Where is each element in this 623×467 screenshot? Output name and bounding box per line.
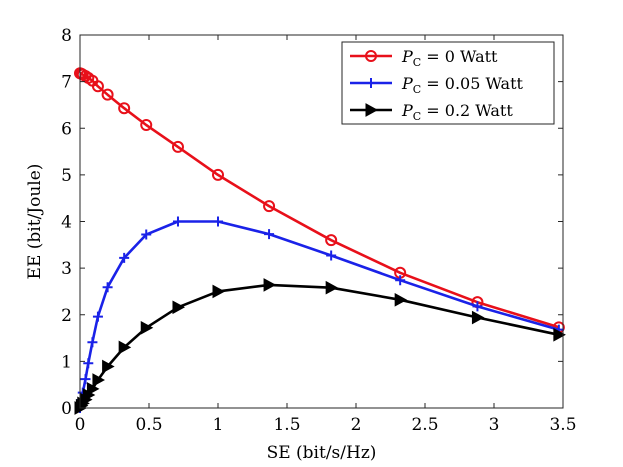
data-point bbox=[395, 275, 406, 286]
legend-subscript: C bbox=[413, 110, 421, 123]
series-2 bbox=[74, 278, 566, 415]
x-tick-label: 0 bbox=[75, 415, 86, 435]
legend-label: PC = 0.2 Watt bbox=[401, 101, 513, 123]
y-tick-label: 7 bbox=[61, 73, 72, 93]
x-axis-label: SE (bit/s/Hz) bbox=[267, 443, 377, 463]
data-point bbox=[326, 250, 337, 261]
legend-label: PC = 0 Watt bbox=[401, 47, 498, 69]
data-point bbox=[101, 88, 114, 101]
y-tick-label: 6 bbox=[61, 119, 72, 139]
marks-layer bbox=[74, 67, 566, 415]
data-point bbox=[394, 292, 408, 307]
data-point bbox=[325, 234, 338, 247]
y-tick-label: 8 bbox=[61, 26, 72, 46]
data-point bbox=[553, 327, 566, 342]
data-point bbox=[263, 278, 277, 292]
data-point bbox=[172, 216, 183, 227]
y-axis-label: EE (bit/Joule) bbox=[25, 164, 45, 280]
legend-entry: PC = 0.2 Watt bbox=[350, 101, 513, 123]
legend-subscript: C bbox=[413, 83, 421, 96]
y-tick-label: 2 bbox=[61, 306, 72, 326]
x-tick-label: 3 bbox=[489, 415, 500, 435]
y-tick-label: 1 bbox=[61, 352, 72, 372]
data-point bbox=[92, 311, 103, 322]
data-point bbox=[102, 282, 113, 293]
data-point bbox=[212, 284, 226, 299]
y-tick-label: 5 bbox=[61, 166, 72, 186]
data-point bbox=[118, 102, 131, 115]
data-point bbox=[325, 280, 339, 295]
legend-rest: = 0.2 Watt bbox=[421, 101, 513, 120]
legend-subscript: C bbox=[413, 56, 421, 69]
data-point bbox=[118, 340, 132, 355]
x-tick-label: 1.5 bbox=[273, 415, 300, 435]
x-tick-label: 0.5 bbox=[135, 415, 162, 435]
legend-symbol: P bbox=[401, 47, 413, 66]
data-point bbox=[92, 373, 105, 387]
data-point bbox=[87, 337, 98, 348]
data-point bbox=[172, 300, 186, 315]
data-point bbox=[80, 374, 91, 385]
legend-swatch-marker bbox=[365, 103, 379, 117]
legend-rest: = 0 Watt bbox=[421, 47, 498, 66]
data-point bbox=[140, 320, 154, 335]
legend-swatch-marker bbox=[366, 78, 376, 88]
data-point bbox=[91, 80, 104, 93]
data-point bbox=[171, 140, 184, 153]
data-point bbox=[83, 358, 94, 369]
legend-symbol: P bbox=[401, 74, 413, 93]
data-point bbox=[472, 301, 483, 312]
data-point bbox=[263, 200, 276, 213]
legend-label: PC = 0.05 Watt bbox=[401, 74, 524, 96]
legend-entry: PC = 0.05 Watt bbox=[350, 74, 524, 96]
data-point bbox=[140, 118, 153, 131]
y-tick-label: 4 bbox=[61, 213, 72, 233]
data-point bbox=[213, 216, 223, 227]
y-tick-label: 3 bbox=[61, 259, 72, 279]
data-point bbox=[212, 168, 224, 181]
legend-swatch-marker bbox=[365, 50, 377, 62]
data-point bbox=[141, 229, 152, 240]
legend-symbol: P bbox=[401, 101, 413, 120]
ticks-layer: 0 0.5 1 1.5 2 2.5 3 3.5 0 1 2 3 4 5 6 7 8 bbox=[61, 26, 576, 435]
legend-rest: = 0.05 Watt bbox=[421, 74, 523, 93]
x-tick-label: 1 bbox=[213, 415, 224, 435]
y-tick-label: 0 bbox=[61, 399, 72, 419]
data-point bbox=[119, 252, 130, 263]
x-tick-label: 2 bbox=[351, 415, 362, 435]
data-point bbox=[264, 229, 275, 240]
series-1 bbox=[75, 216, 564, 413]
data-point bbox=[102, 359, 115, 374]
x-tick-label: 2.5 bbox=[411, 415, 438, 435]
legend-entry: PC = 0 Watt bbox=[350, 47, 498, 69]
x-tick-label: 3.5 bbox=[549, 415, 576, 435]
data-point bbox=[471, 310, 485, 325]
